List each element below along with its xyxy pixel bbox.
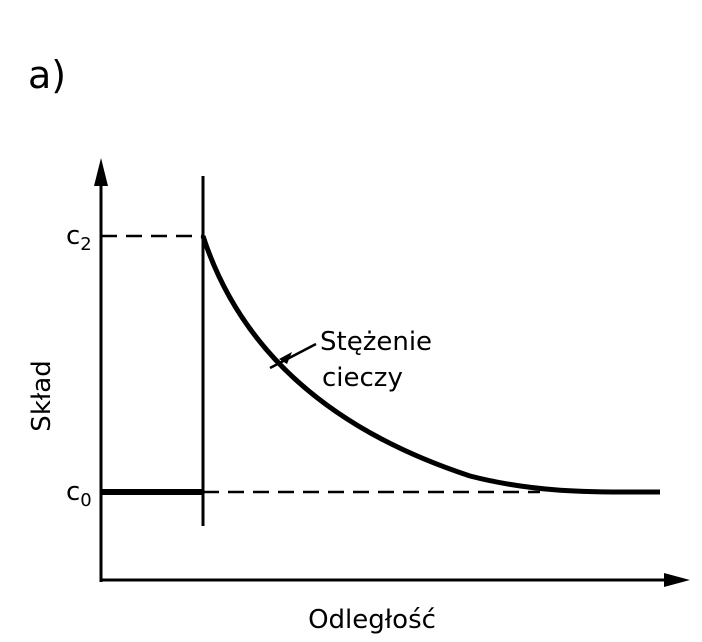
y-axis-arrowhead xyxy=(94,158,108,186)
annotation-line-2: cieczy xyxy=(322,363,403,393)
panel-label: a) xyxy=(28,53,66,97)
tick-label-c2: c2 xyxy=(66,221,92,255)
tick-label-c0: c0 xyxy=(66,477,92,511)
annotation-leader xyxy=(269,342,317,370)
liquid-concentration-curve xyxy=(200,235,661,495)
x-axis-arrowhead xyxy=(664,573,690,587)
y-axis-label: Skład xyxy=(27,360,57,431)
annotation-line-1: Stężenie xyxy=(320,327,432,357)
annotation-leader-tip xyxy=(279,352,292,364)
x-axis-label: Odległość xyxy=(308,605,436,635)
